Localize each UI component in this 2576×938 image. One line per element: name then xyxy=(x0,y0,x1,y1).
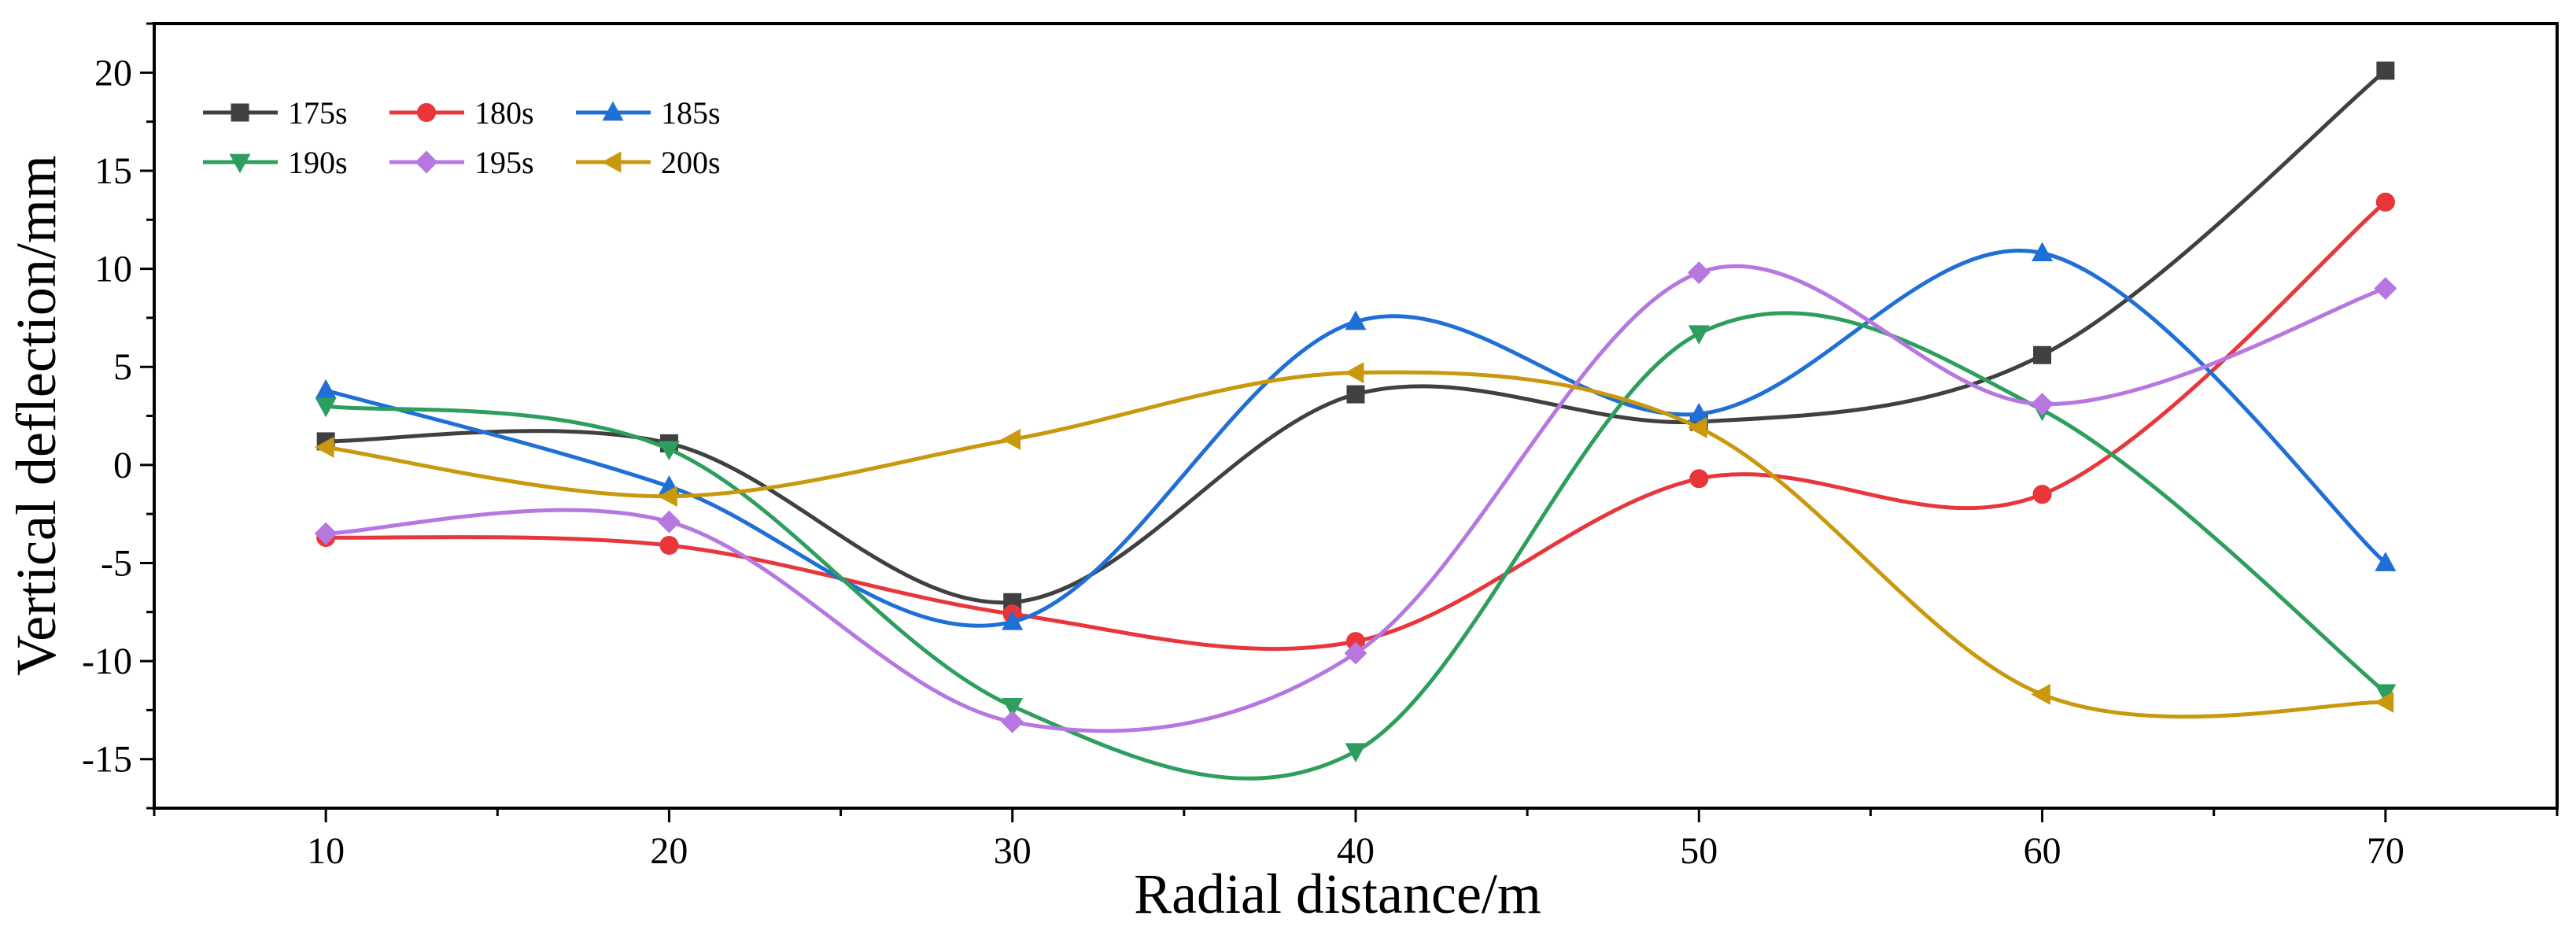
series-200s xyxy=(314,362,2394,719)
data-point-180s xyxy=(1689,469,1709,489)
legend-item-185s: 185s xyxy=(576,95,721,131)
series-line-190s xyxy=(325,311,2387,781)
legend-item-175s: 175s xyxy=(203,95,348,131)
legend-item-180s: 180s xyxy=(389,95,534,131)
data-point-185s xyxy=(2375,552,2397,571)
data-point-190s xyxy=(1345,743,1367,763)
data-point-195s xyxy=(657,510,681,534)
y-axis: -15 -10 -5 0 5 10 15 20 xyxy=(82,22,154,810)
x-axis-title: Radial distance/m xyxy=(1134,862,1541,925)
x-tick-label: 60 xyxy=(2024,830,2061,872)
x-tick-label: 40 xyxy=(1337,830,1375,872)
series-line-200s xyxy=(325,370,2386,719)
data-point-180s xyxy=(659,535,679,556)
x-tick-label: 30 xyxy=(994,830,1032,872)
data-point-190s xyxy=(658,441,680,461)
data-point-195s xyxy=(1001,710,1024,733)
data-point-175s xyxy=(1346,385,1365,404)
series-180s xyxy=(316,192,2395,652)
legend-marker xyxy=(415,150,438,174)
data-point-190s xyxy=(1688,325,1710,345)
legend-label: 185s xyxy=(661,95,721,131)
x-tick-label: 70 xyxy=(2367,830,2404,872)
y-tick-label: -15 xyxy=(82,739,132,781)
legend-label: 200s xyxy=(661,145,721,180)
y-tick-label: 15 xyxy=(94,150,132,192)
legend-label: 195s xyxy=(474,145,534,180)
y-tick-label: -5 xyxy=(101,542,132,584)
data-point-180s xyxy=(2375,192,2395,212)
data-point-185s xyxy=(1345,310,1367,331)
data-point-175s xyxy=(2033,345,2052,364)
series-195s xyxy=(314,261,2397,733)
data-point-185s xyxy=(315,379,337,399)
data-point-200s xyxy=(2374,691,2394,713)
series-line-175s xyxy=(326,68,2387,605)
data-point-200s xyxy=(2031,683,2050,705)
x-tick-label: 50 xyxy=(1680,830,1718,872)
data-point-190s xyxy=(1002,697,1024,718)
legend-item-195s: 195s xyxy=(389,145,534,180)
data-point-195s xyxy=(2374,277,2397,300)
data-point-180s xyxy=(2032,485,2052,504)
legend: 175s 180s 185s 190s 195s 200s xyxy=(203,95,721,180)
series-line-180s xyxy=(326,200,2387,652)
x-tick-label: 10 xyxy=(307,830,345,872)
y-tick-label: 20 xyxy=(94,52,132,94)
data-point-185s xyxy=(2032,242,2054,262)
data-point-195s xyxy=(1344,641,1367,665)
y-tick-label: -10 xyxy=(82,641,132,682)
legend-marker xyxy=(231,103,249,122)
legend-label: 190s xyxy=(288,145,348,180)
y-axis-title: Vertical deflection/mm xyxy=(5,155,68,676)
x-tick-label: 20 xyxy=(650,830,688,872)
legend-marker xyxy=(229,153,251,174)
legend-marker xyxy=(601,151,622,173)
data-point-185s xyxy=(1002,610,1024,630)
legend-label: 175s xyxy=(288,95,348,131)
data-point-195s xyxy=(314,522,338,545)
series-175s xyxy=(316,61,2395,611)
legend-item-190s: 190s xyxy=(203,145,348,180)
data-point-190s xyxy=(315,397,337,418)
data-point-200s xyxy=(314,436,334,458)
series-layer xyxy=(314,61,2397,781)
legend-marker xyxy=(602,101,624,121)
legend-label: 180s xyxy=(474,95,534,131)
legend-marker xyxy=(416,102,437,123)
y-tick-label: 10 xyxy=(94,249,132,290)
data-point-200s xyxy=(1001,428,1021,450)
data-point-195s xyxy=(2031,393,2054,416)
legend-item-200s: 200s xyxy=(576,145,721,180)
y-tick-label: 0 xyxy=(113,445,132,486)
data-point-175s xyxy=(2376,61,2395,80)
data-point-200s xyxy=(658,486,677,508)
data-point-200s xyxy=(1688,416,1707,438)
data-point-195s xyxy=(1687,261,1711,285)
x-axis: 10 20 30 40 50 60 70 xyxy=(153,808,2559,872)
data-point-200s xyxy=(1344,362,1364,384)
y-tick-label: 5 xyxy=(113,346,132,388)
